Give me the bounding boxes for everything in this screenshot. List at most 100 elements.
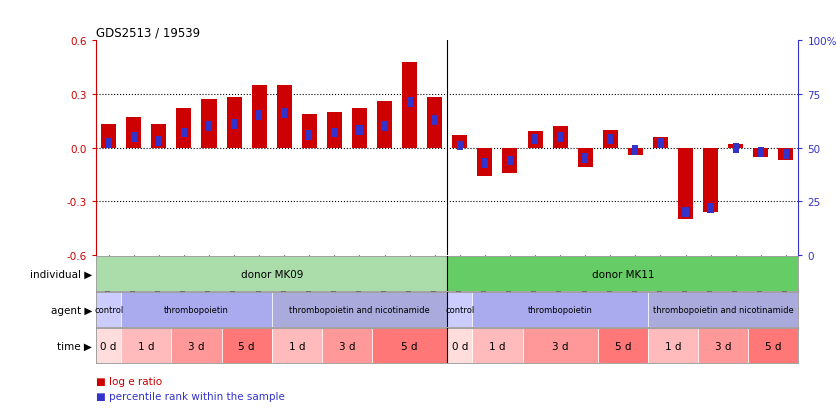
Text: 5 d: 5 d [765, 341, 782, 351]
Text: control: control [94, 306, 123, 314]
Text: 1 d: 1 d [288, 341, 305, 351]
Bar [447, 292, 472, 328]
Bar [302, 114, 317, 148]
Bar [578, 148, 593, 168]
Text: agent ▶: agent ▶ [51, 305, 92, 315]
Bar [331, 128, 338, 138]
Bar [277, 85, 292, 148]
Bar [628, 148, 643, 155]
Bar [231, 120, 237, 130]
Bar [126, 118, 141, 148]
Bar [657, 139, 664, 149]
Bar [171, 328, 222, 363]
Text: 3 d: 3 d [339, 341, 355, 351]
Text: 1 d: 1 d [665, 341, 681, 351]
Bar [306, 131, 313, 140]
Bar [447, 256, 798, 292]
Bar [252, 85, 267, 148]
Bar [653, 138, 668, 148]
Bar [121, 292, 272, 328]
Text: 1 d: 1 d [138, 341, 155, 351]
Text: individual ▶: individual ▶ [30, 269, 92, 279]
Bar [96, 292, 121, 328]
Text: ■ percentile rank within the sample: ■ percentile rank within the sample [96, 391, 285, 401]
Text: donor MK11: donor MK11 [592, 269, 654, 279]
Bar [728, 145, 743, 148]
Bar [222, 328, 272, 363]
Bar [502, 148, 517, 173]
Bar [176, 109, 191, 148]
Bar [557, 133, 563, 142]
Bar [372, 328, 447, 363]
Bar [96, 328, 121, 363]
Bar [648, 292, 798, 328]
Text: time ▶: time ▶ [57, 341, 92, 351]
Bar [472, 328, 522, 363]
Bar [377, 102, 392, 148]
Bar [607, 135, 614, 145]
Bar [272, 292, 447, 328]
Text: 3 d: 3 d [188, 341, 205, 351]
Bar [256, 111, 263, 121]
Bar [753, 148, 768, 157]
Text: donor MK09: donor MK09 [241, 269, 303, 279]
Bar [227, 98, 242, 148]
Text: thrombopoietin: thrombopoietin [164, 306, 229, 314]
Bar [96, 256, 447, 292]
Bar [553, 127, 568, 148]
Bar [732, 143, 739, 153]
Bar [272, 328, 322, 363]
Bar [632, 145, 639, 155]
Text: thrombopoietin and nicotinamide: thrombopoietin and nicotinamide [289, 306, 430, 314]
Text: thrombopoietin: thrombopoietin [528, 306, 593, 314]
Bar [322, 328, 372, 363]
Bar [748, 328, 798, 363]
Text: thrombopoietin and nicotinamide: thrombopoietin and nicotinamide [653, 306, 793, 314]
Bar [528, 132, 543, 148]
Bar [522, 328, 598, 363]
Bar [352, 109, 367, 148]
Bar [327, 112, 342, 148]
Text: 5 d: 5 d [401, 341, 418, 351]
Bar [532, 135, 538, 145]
Text: 0 d: 0 d [100, 341, 117, 351]
Bar [782, 150, 789, 160]
Bar [682, 208, 689, 218]
Text: 5 d: 5 d [238, 341, 255, 351]
Bar [447, 328, 472, 363]
Bar [281, 109, 288, 119]
Bar [181, 128, 187, 138]
Text: 3 d: 3 d [715, 341, 732, 351]
Text: ■ log e ratio: ■ log e ratio [96, 376, 162, 386]
Bar [582, 154, 589, 164]
Bar [101, 125, 116, 148]
Bar [356, 126, 363, 136]
Bar [201, 100, 217, 148]
Bar [427, 98, 442, 148]
Bar [381, 122, 388, 132]
Text: 1 d: 1 d [489, 341, 506, 351]
Text: 0 d: 0 d [451, 341, 468, 351]
Bar [105, 139, 112, 149]
Bar [151, 125, 166, 148]
Text: control: control [446, 306, 474, 314]
Bar [678, 148, 693, 220]
Bar [598, 328, 648, 363]
Bar [648, 328, 698, 363]
Bar [402, 62, 417, 148]
Bar [206, 122, 212, 132]
Bar [406, 98, 413, 108]
Bar [130, 133, 137, 142]
Text: 3 d: 3 d [552, 341, 568, 351]
Bar [431, 115, 438, 125]
Bar [452, 136, 467, 148]
Bar [603, 131, 618, 148]
Bar [472, 292, 648, 328]
Bar [477, 148, 492, 177]
Bar [757, 147, 764, 157]
Bar [778, 148, 793, 161]
Bar [698, 328, 748, 363]
Text: GDS2513 / 19539: GDS2513 / 19539 [96, 27, 201, 40]
Bar [482, 158, 488, 168]
Bar [703, 148, 718, 213]
